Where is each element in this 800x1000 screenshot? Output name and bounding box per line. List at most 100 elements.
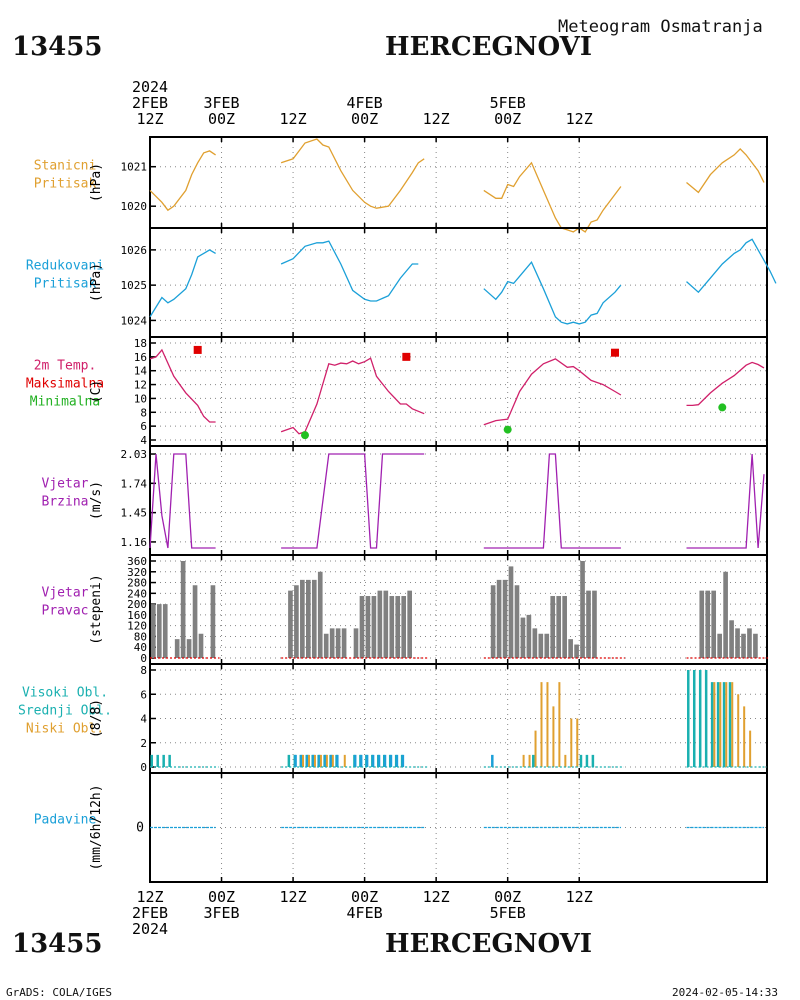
station-pressure-line [149,150,216,212]
y-tick-label: 40 [134,641,147,654]
wind-direction-bar [383,590,389,658]
high-cloud-bar [585,754,589,767]
low-cloud-bar [540,682,543,767]
wind-direction-bar [395,596,401,658]
low-cloud-bar [725,682,728,767]
panel-unit: (mm/6h/12h) [89,784,104,870]
high-cloud-bar [591,754,595,767]
wind-direction-bar [514,585,520,658]
wind-direction-bar [198,633,204,658]
panel-unit: (hPa) [89,263,104,302]
time-label-top: 12Z [566,110,593,128]
middle-cloud-bar [389,754,393,767]
time-label-bottom: 12Z [136,888,163,906]
wind-direction-bar [377,590,383,658]
wind-direction-bar [317,571,323,658]
time-label-bottom: 00Z [351,888,378,906]
wind-direction-bar [210,585,216,658]
reduced-pressure-line [686,238,777,294]
panel-reduced-pressure: Redukovani Pritisak(hPa) 1024 1025 1026 [26,227,777,338]
panel-unit: (m/s) [89,481,104,520]
y-tick-label: 1.16 [121,536,148,549]
low-cloud-bar [737,694,740,767]
wind-direction-bar [180,561,186,658]
middle-cloud-bar [365,754,369,767]
low-cloud-bar [749,730,752,767]
wind-direction-bar [341,628,347,658]
wind-direction-bar [335,628,341,658]
low-cloud-bar [313,754,316,767]
temp-max-marker [610,348,619,357]
station-id-bottom: 13455 [12,929,102,959]
middle-cloud-bar [336,754,339,767]
temperature-line [149,348,216,423]
y-tick-label: 360 [127,555,147,568]
middle-cloud-bar [324,754,327,767]
middle-cloud-bar [359,754,363,767]
time-label-bottom: 5FEB [490,904,526,922]
panel-unit: (C) [89,380,104,403]
y-tick-label: 160 [127,609,147,622]
y-tick-label: 12 [134,379,147,392]
wind-direction-bar [526,614,532,658]
wind-direction-bar [323,633,329,658]
y-tick-label: 80 [134,630,147,643]
y-tick-label: 4 [140,713,147,726]
y-tick-label: 240 [127,587,147,600]
time-label-top: 00Z [208,110,235,128]
panel-unit: (stepeni) [89,574,104,644]
wind-direction-bar [329,628,335,658]
middle-cloud-bar [383,754,387,767]
y-tick-label: 2 [140,737,147,750]
low-cloud-bar [528,754,531,767]
middle-cloud-bar [300,754,303,767]
y-tick-label: 8 [140,406,147,419]
panel-label: Pritisak [34,177,97,192]
high-cloud-bar [287,754,291,767]
y-tick-label: 1025 [121,279,148,292]
wind-direction-bar [705,590,711,658]
panel-label: Redukovani [26,259,104,274]
time-label-bottom: 00Z [494,888,521,906]
panel-label: 2m Temp. [34,359,97,374]
y-tick-label: 0 [136,821,144,836]
y-tick-label: 16 [134,351,147,364]
low-cloud-bar [719,682,722,767]
y-tick-label: 4 [140,434,147,447]
y-tick-label: 1.45 [121,507,148,520]
wind-direction-bar [508,566,514,658]
time-label-bottom: 12Z [423,888,450,906]
wind-direction-bar [502,579,508,658]
low-cloud-bar [319,754,322,767]
panel-frame [149,772,768,883]
panel-label: Vjetar [42,477,89,492]
middle-cloud-bar [312,754,315,767]
y-tick-label: 320 [127,566,147,579]
wind-direction-bar [353,628,359,658]
time-label-top: 2FEB [132,94,168,112]
middle-cloud-bar [491,754,494,767]
y-tick-label: 8 [140,664,147,677]
wind-direction-bar [151,604,156,658]
low-cloud-bar [546,682,549,767]
wind-direction-bar [562,596,567,658]
wind-direction-bar [580,561,585,658]
wind-direction-bar [401,596,407,658]
wind-speed-line [281,453,425,549]
wind-direction-bar [490,585,496,658]
high-cloud-bar [687,670,690,767]
station-pressure-line [280,138,425,209]
low-cloud-bar [343,754,346,767]
y-tick-label: 1021 [121,161,148,174]
panel-frame [149,136,768,229]
panel-label: Stanicni [34,159,97,174]
panel-label: Niski Obl. [26,722,104,737]
wind-direction-bar [741,633,746,658]
wind-direction-bar [753,633,758,658]
wind-direction-bar [407,590,412,658]
time-label-top: 4FEB [347,94,383,112]
wind-direction-bar [729,620,734,658]
wind-direction-bar [538,633,544,658]
panel-label: Srednji Obl. [18,704,112,719]
